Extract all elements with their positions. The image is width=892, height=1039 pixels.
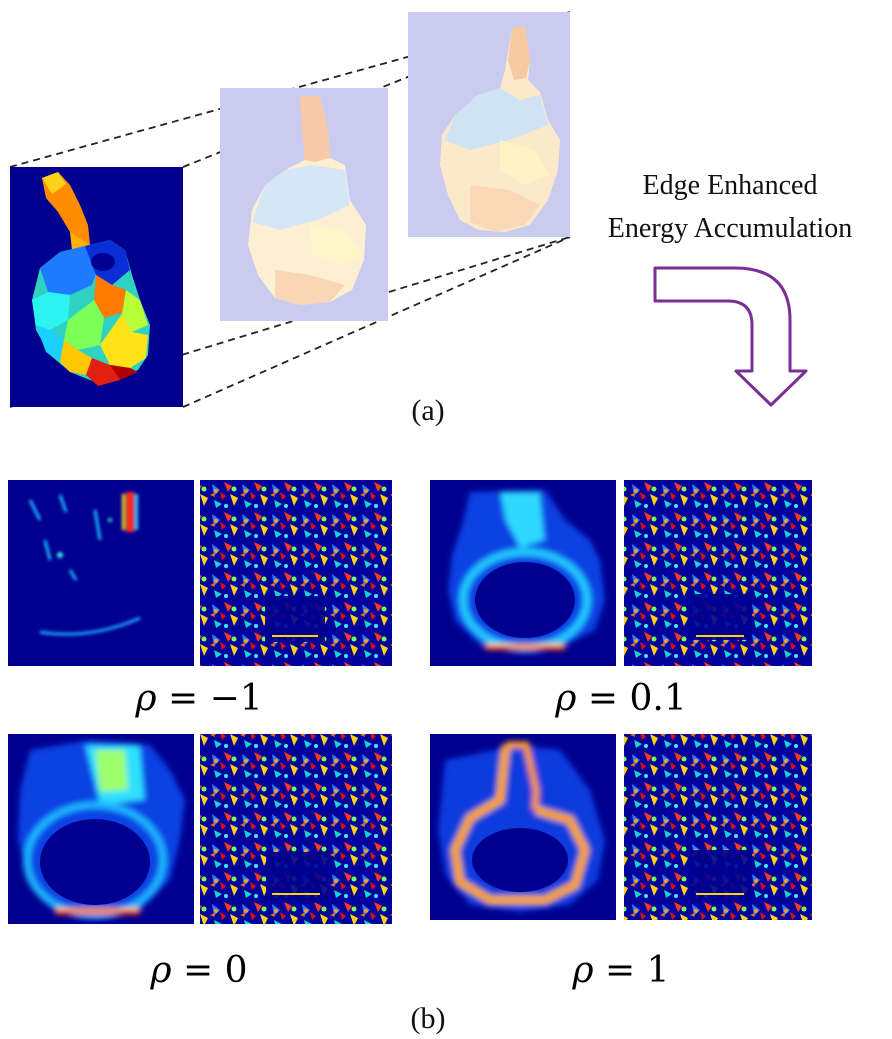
depth-frame-1 — [10, 167, 183, 407]
rho-label: ρ = 0 — [149, 950, 247, 991]
part-b: ρ = −1 ρ = 0.1 — [8, 480, 812, 1035]
energy-strokes — [28, 492, 141, 636]
part-a: Edge Enhanced Energy Accumulation (a) — [9, 11, 852, 427]
arrow-label-line2: Energy Accumulation — [608, 213, 852, 244]
depth-frame-2 — [220, 88, 388, 321]
caption-a: (a) — [411, 394, 444, 427]
rho-label: ρ = 0.1 — [554, 678, 686, 719]
panel-rho-0-1: ρ = 0.1 — [430, 480, 812, 719]
arrow-label-line1: Edge Enhanced — [643, 170, 818, 201]
curved-arrow-icon — [653, 266, 808, 407]
caption-b: (b) — [411, 1002, 446, 1035]
panel-rho-minus-1: ρ = −1 — [8, 480, 392, 719]
panel-rho-1: ρ = 1 — [430, 734, 812, 991]
energy-map — [8, 480, 194, 666]
depth-frame-3 — [408, 12, 570, 237]
panel-rho-0: ρ = 0 — [8, 734, 392, 991]
rho-label: ρ = 1 — [571, 950, 669, 991]
rho-label: ρ = −1 — [134, 678, 262, 719]
